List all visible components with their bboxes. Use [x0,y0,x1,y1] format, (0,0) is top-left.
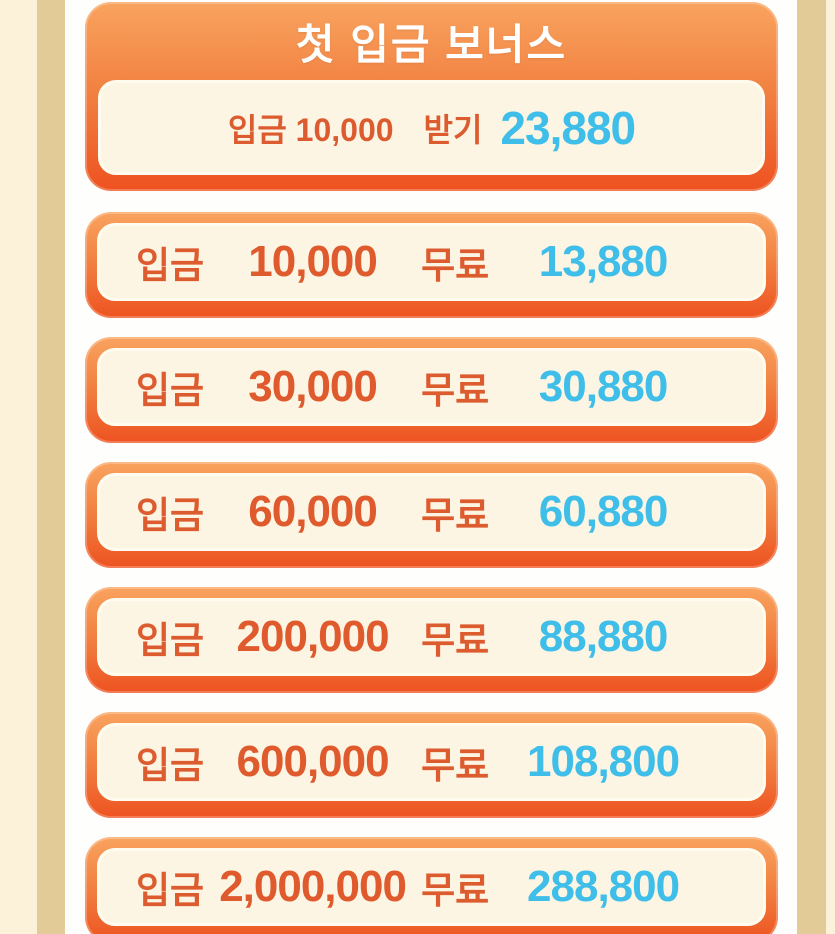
claim-label: 받기 [423,111,483,148]
side-stripe-cream-right [826,0,835,934]
bonus-amount: 88,880 [538,612,669,661]
bonus-amount: 60,880 [538,487,669,536]
bonus-card-stack: 첫 입금 보너스 입금 10,000 받기 23,880 입금 10,000 무… [65,0,797,934]
first-bonus-deposit-text: 입금 10,000 [228,105,394,151]
bonus-amount: 13,880 [538,237,669,286]
deposit-label: 입금 [136,620,205,661]
deposit-tier-row[interactable]: 입금 30,000 무료 30,880 [85,337,778,443]
deposit-tier-row[interactable]: 입금 200,000 무료 88,880 [85,587,778,693]
side-stripe-tan-left [37,0,65,934]
deposit-label: 입금 [136,245,205,286]
deposit-label: 입금 [136,870,205,911]
free-label: 무료 [421,870,490,911]
first-bonus-amount: 23,880 [500,101,636,154]
bonus-amount: 108,800 [527,737,680,786]
free-label: 무료 [421,245,490,286]
deposit-tier-panel: 입금 60,000 무료 60,880 [97,473,766,551]
deposit-amount: 600,000 [236,737,390,786]
deposit-tier-panel: 입금 200,000 무료 88,880 [97,598,766,676]
free-label: 무료 [421,620,490,661]
bonus-page: 첫 입금 보너스 입금 10,000 받기 23,880 입금 10,000 무… [65,0,797,934]
deposit-label: 입금 [136,745,205,786]
deposit-tier-panel: 입금 600,000 무료 108,800 [97,723,766,801]
deposit-label: 입금 [136,495,205,536]
deposit-amount: 30,000 [248,362,378,411]
first-deposit-bonus-card: 첫 입금 보너스 입금 10,000 받기 23,880 [85,2,778,191]
free-label: 무료 [421,745,490,786]
deposit-tier-row[interactable]: 입금 10,000 무료 13,880 [85,212,778,318]
deposit-amount: 200,000 [236,612,390,661]
claim-first-bonus-button[interactable]: 입금 10,000 받기 23,880 [98,80,765,175]
deposit-label: 입금 [136,370,205,411]
page-title: 첫 입금 보너스 [295,20,568,68]
bonus-amount: 30,880 [538,362,669,411]
deposit-label: 입금 [227,111,287,148]
free-label: 무료 [421,370,490,411]
free-label: 무료 [421,495,490,536]
deposit-tier-panel: 입금 2,000,000 무료 288,800 [97,848,766,926]
deposit-tier-panel: 입금 30,000 무료 30,880 [97,348,766,426]
deposit-amount: 10,000 [248,237,378,286]
deposit-tier-row[interactable]: 입금 600,000 무료 108,800 [85,712,778,818]
deposit-amount: 2,000,000 [219,862,407,911]
deposit-tier-row[interactable]: 입금 60,000 무료 60,880 [85,462,778,568]
deposit-tier-panel: 입금 10,000 무료 13,880 [97,223,766,301]
deposit-tier-row[interactable]: 입금 2,000,000 무료 288,800 [85,837,778,934]
side-stripe-tan-right [797,0,826,934]
deposit-amount: 10,000 [295,111,394,148]
side-stripe-cream-left [0,0,37,934]
bonus-amount: 288,800 [527,862,680,911]
deposit-amount: 60,000 [248,487,378,536]
